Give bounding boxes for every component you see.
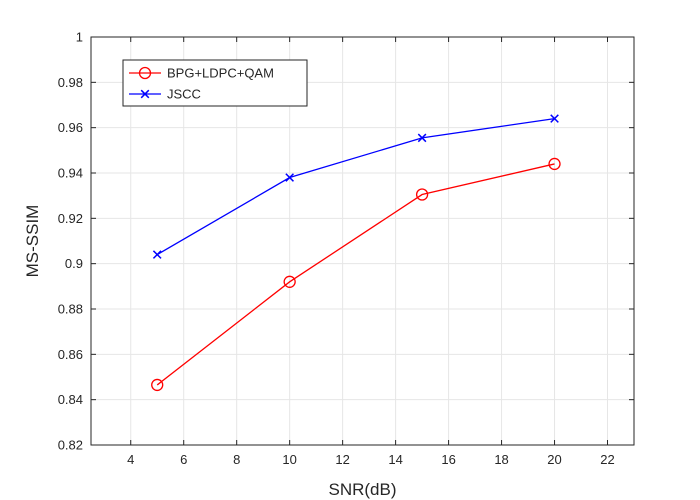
data-point (548, 157, 561, 171)
circle-marker (548, 157, 561, 171)
x-tick-label: 6 (180, 452, 187, 467)
x-tick-label: 12 (335, 452, 349, 467)
series-x (152, 114, 559, 259)
y-tick-label: 0.82 (58, 438, 83, 453)
y-tick-label: 0.98 (58, 75, 83, 90)
x-tick-label: 18 (494, 452, 508, 467)
circle-marker (151, 378, 164, 392)
legend: BPG+LDPC+QAM JSCC (122, 59, 308, 107)
x-marker-stroke (152, 250, 162, 259)
legend-item: JSCC (129, 87, 201, 102)
x-marker-stroke (550, 114, 559, 123)
circle-marker (138, 66, 152, 80)
x-axis-title: SNR(dB) (328, 480, 396, 499)
y-tick-label: 0.92 (58, 211, 83, 226)
legend-box (122, 59, 308, 107)
y-tick-label: 0.86 (58, 347, 83, 362)
data-point (285, 173, 294, 182)
y-tick-label: 0.9 (65, 256, 83, 271)
y-tick-label: 1 (76, 30, 83, 45)
data-point (550, 114, 559, 123)
legend-label: JSCC (167, 87, 201, 102)
x-marker-stroke (140, 89, 150, 99)
x-tick-label: 22 (600, 452, 614, 467)
y-tick-label: 0.94 (58, 166, 83, 181)
data-point (415, 188, 429, 201)
data-point (283, 275, 296, 288)
series-line (156, 117, 555, 256)
data-point (417, 133, 427, 143)
data-point (151, 378, 164, 392)
x-tick-label: 8 (233, 452, 240, 467)
data-point (152, 250, 162, 259)
y-axis-title: MS-SSIM (23, 205, 42, 278)
x-tick-label: 20 (547, 452, 561, 467)
x-tick-label: 16 (441, 452, 455, 467)
x-tick-label: 4 (127, 452, 134, 467)
series-circle (151, 157, 561, 392)
series-line (156, 163, 555, 386)
circle-marker (415, 188, 429, 201)
legend-item: BPG+LDPC+QAM (129, 66, 274, 81)
circle-marker (283, 275, 296, 288)
x-tick-label: 10 (282, 452, 296, 467)
plot-area-box (90, 36, 635, 446)
y-tick-label: 0.96 (58, 120, 83, 135)
legend-label: BPG+LDPC+QAM (167, 66, 274, 81)
x-tick-label: 14 (388, 452, 402, 467)
y-tick-label: 0.84 (58, 392, 83, 407)
series-layer (151, 114, 561, 392)
axis-ticks: 4 6 8 10 12 14 16 18 20 22 0.82 0.84 0.86 0.88 0.9 0.92… (58, 30, 634, 467)
x-marker-stroke (285, 173, 294, 182)
y-tick-label: 0.88 (58, 302, 83, 317)
x-marker-stroke (417, 133, 427, 143)
